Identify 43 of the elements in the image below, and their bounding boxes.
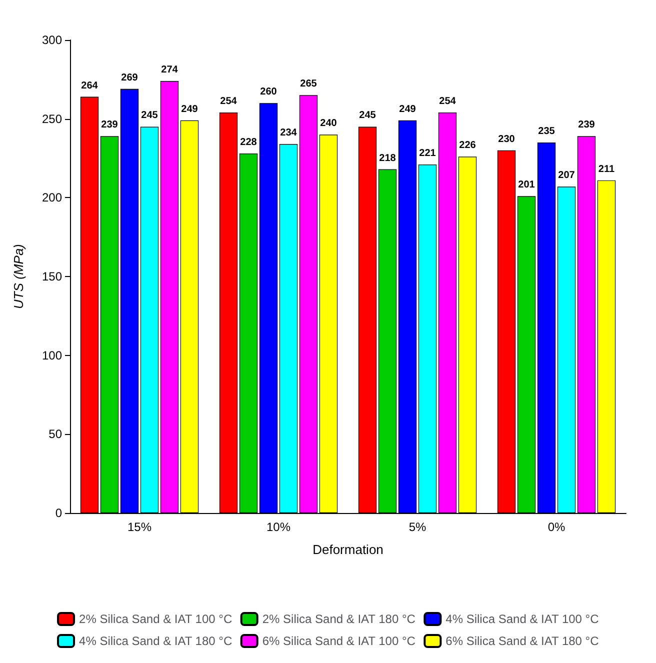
data-label: 234 (280, 128, 298, 139)
y-tick-label: 0 (55, 506, 62, 520)
x-tick-label: 15% (127, 520, 152, 534)
legend-label: 2% Silica Sand & IAT 180 °C (262, 612, 416, 626)
data-label: 240 (320, 118, 338, 130)
data-label: 235 (538, 126, 556, 137)
data-label: 254 (439, 96, 456, 108)
data-label: 218 (379, 152, 396, 164)
y-tick-label: 150 (42, 270, 62, 284)
y-tick-label: 250 (42, 112, 62, 126)
y-axis-title: UTS (MPa) (11, 244, 26, 309)
data-label: 228 (240, 137, 258, 148)
x-tick-label: 10% (266, 520, 291, 534)
data-label: 221 (419, 148, 436, 160)
data-label: 254 (220, 96, 238, 108)
data-label: 239 (578, 120, 596, 131)
legend-label: 2% Silica Sand & IAT 100 °C (79, 612, 232, 626)
y-tick-label: 200 (42, 190, 62, 205)
data-label: 245 (359, 110, 376, 122)
data-label: 265 (300, 78, 318, 90)
legend-label: 4% Silica Sand & IAT 100 °C (446, 612, 600, 626)
data-label: 207 (558, 170, 576, 182)
data-label: 249 (181, 104, 198, 115)
data-label: 226 (459, 140, 476, 152)
y-tick-label: 300 (42, 33, 62, 47)
data-label: 239 (101, 120, 118, 131)
data-label: 274 (161, 64, 178, 76)
y-tick-label: 100 (42, 348, 62, 362)
data-label: 245 (141, 110, 158, 122)
legend-label: 6% Silica Sand & IAT 100 °C (262, 634, 416, 648)
data-label: 211 (598, 164, 615, 175)
data-label: 201 (518, 180, 536, 191)
x-axis-title: Deformation (312, 542, 384, 557)
x-tick-label: 5% (408, 520, 426, 534)
data-label: 264 (81, 80, 98, 92)
data-label: 249 (399, 104, 416, 115)
y-tick-label: 50 (48, 427, 62, 442)
data-label: 230 (498, 134, 516, 145)
legend-label: 4% Silica Sand & IAT 180 °C (79, 634, 232, 648)
legend-label: 6% Silica Sand & IAT 180 °C (446, 634, 600, 648)
data-label: 269 (121, 72, 138, 84)
data-label: 260 (260, 86, 278, 98)
x-tick-label: 0% (548, 520, 566, 534)
